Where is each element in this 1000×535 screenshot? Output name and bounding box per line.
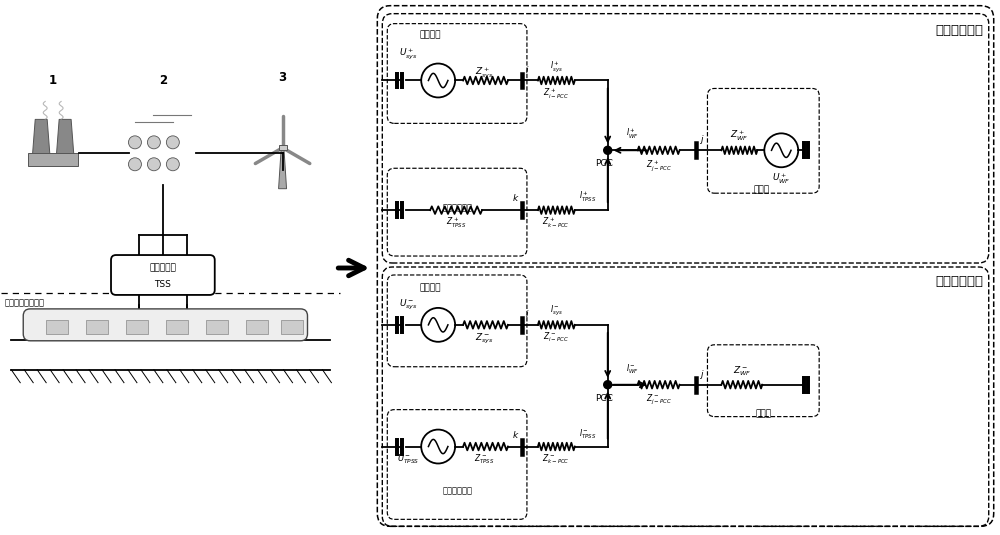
- Text: PCC: PCC: [595, 394, 613, 403]
- Text: 牵引供电系统: 牵引供电系统: [442, 203, 472, 212]
- Text: 牵引变电所: 牵引变电所: [149, 264, 176, 272]
- Bar: [28, 154, 78, 166]
- Text: $U^-_{sys}$: $U^-_{sys}$: [399, 298, 418, 312]
- Text: $Z^+_{k-PCC}$: $Z^+_{k-PCC}$: [542, 216, 570, 231]
- Text: $I^-_{sys}$: $I^-_{sys}$: [550, 304, 563, 318]
- Text: $I^+_{sys}$: $I^+_{sys}$: [550, 59, 563, 73]
- Text: $I^+_{WF}$: $I^+_{WF}$: [626, 127, 639, 141]
- Bar: [46, 320, 68, 334]
- Text: i: i: [526, 310, 528, 319]
- Text: 等效电网: 等效电网: [419, 283, 441, 292]
- Text: 等效电网: 等效电网: [419, 30, 441, 40]
- FancyBboxPatch shape: [23, 309, 308, 341]
- Text: 同相牵引供电系统: 同相牵引供电系统: [4, 299, 44, 308]
- Polygon shape: [279, 150, 287, 189]
- Text: 1: 1: [49, 74, 57, 87]
- Text: $I^-_{WF}$: $I^-_{WF}$: [626, 362, 639, 376]
- Text: 3: 3: [279, 71, 287, 84]
- Circle shape: [147, 136, 160, 149]
- Text: 正序等效网络: 正序等效网络: [936, 24, 984, 36]
- Text: $Z^-_{sys}$: $Z^-_{sys}$: [475, 332, 493, 346]
- Text: $I^+_{TPSS}$: $I^+_{TPSS}$: [579, 190, 596, 204]
- Text: $I^-_{TPSS}$: $I^-_{TPSS}$: [579, 427, 596, 440]
- Bar: [206, 320, 228, 334]
- Bar: [246, 320, 268, 334]
- Polygon shape: [56, 119, 74, 158]
- Bar: [86, 320, 108, 334]
- Bar: [281, 320, 303, 334]
- Circle shape: [128, 136, 141, 149]
- Text: $Z^-_{TPSS}$: $Z^-_{TPSS}$: [474, 453, 494, 466]
- Text: $U^+_{WF}$: $U^+_{WF}$: [772, 172, 791, 187]
- Text: $Z^-_{i-PCC}$: $Z^-_{i-PCC}$: [543, 331, 569, 345]
- Text: j: j: [700, 370, 703, 379]
- Text: $Z^+_{TPSS}$: $Z^+_{TPSS}$: [446, 216, 466, 231]
- Circle shape: [128, 158, 141, 171]
- Text: 负序等效网络: 负序等效网络: [936, 275, 984, 288]
- Text: $Z^+_{j-PCC}$: $Z^+_{j-PCC}$: [646, 158, 672, 173]
- Text: k: k: [513, 194, 518, 203]
- Bar: [166, 320, 188, 334]
- Text: $Z^-_{WF}$: $Z^-_{WF}$: [733, 364, 752, 378]
- Text: $Z^-_{k-PCC}$: $Z^-_{k-PCC}$: [542, 453, 570, 466]
- Text: $Z^+_{WF}$: $Z^+_{WF}$: [730, 129, 749, 143]
- Text: TSS: TSS: [154, 280, 171, 289]
- Text: $U^+_{sys}$: $U^+_{sys}$: [399, 46, 418, 61]
- Text: $Z^+_{sys}$: $Z^+_{sys}$: [475, 65, 493, 80]
- Text: 2: 2: [159, 74, 167, 87]
- Text: 风电场: 风电场: [756, 410, 772, 418]
- Circle shape: [604, 146, 612, 154]
- Text: PCC: PCC: [595, 159, 613, 169]
- Circle shape: [166, 136, 179, 149]
- FancyBboxPatch shape: [111, 255, 215, 295]
- Bar: [126, 320, 148, 334]
- Text: 风电场: 风电场: [754, 185, 770, 194]
- Text: $Z^-_{j-PCC}$: $Z^-_{j-PCC}$: [646, 393, 672, 407]
- Text: $U^-_{TPSS}$: $U^-_{TPSS}$: [397, 453, 419, 466]
- Text: j: j: [700, 135, 703, 144]
- Text: 牵引供电系统: 牵引供电系统: [442, 486, 472, 495]
- Bar: [279, 146, 287, 150]
- Text: k: k: [513, 431, 518, 440]
- Circle shape: [166, 158, 179, 171]
- Polygon shape: [32, 119, 50, 158]
- Text: i: i: [526, 65, 528, 74]
- Circle shape: [147, 158, 160, 171]
- Text: $Z^+_{i-PCC}$: $Z^+_{i-PCC}$: [543, 87, 569, 101]
- Circle shape: [604, 381, 612, 389]
